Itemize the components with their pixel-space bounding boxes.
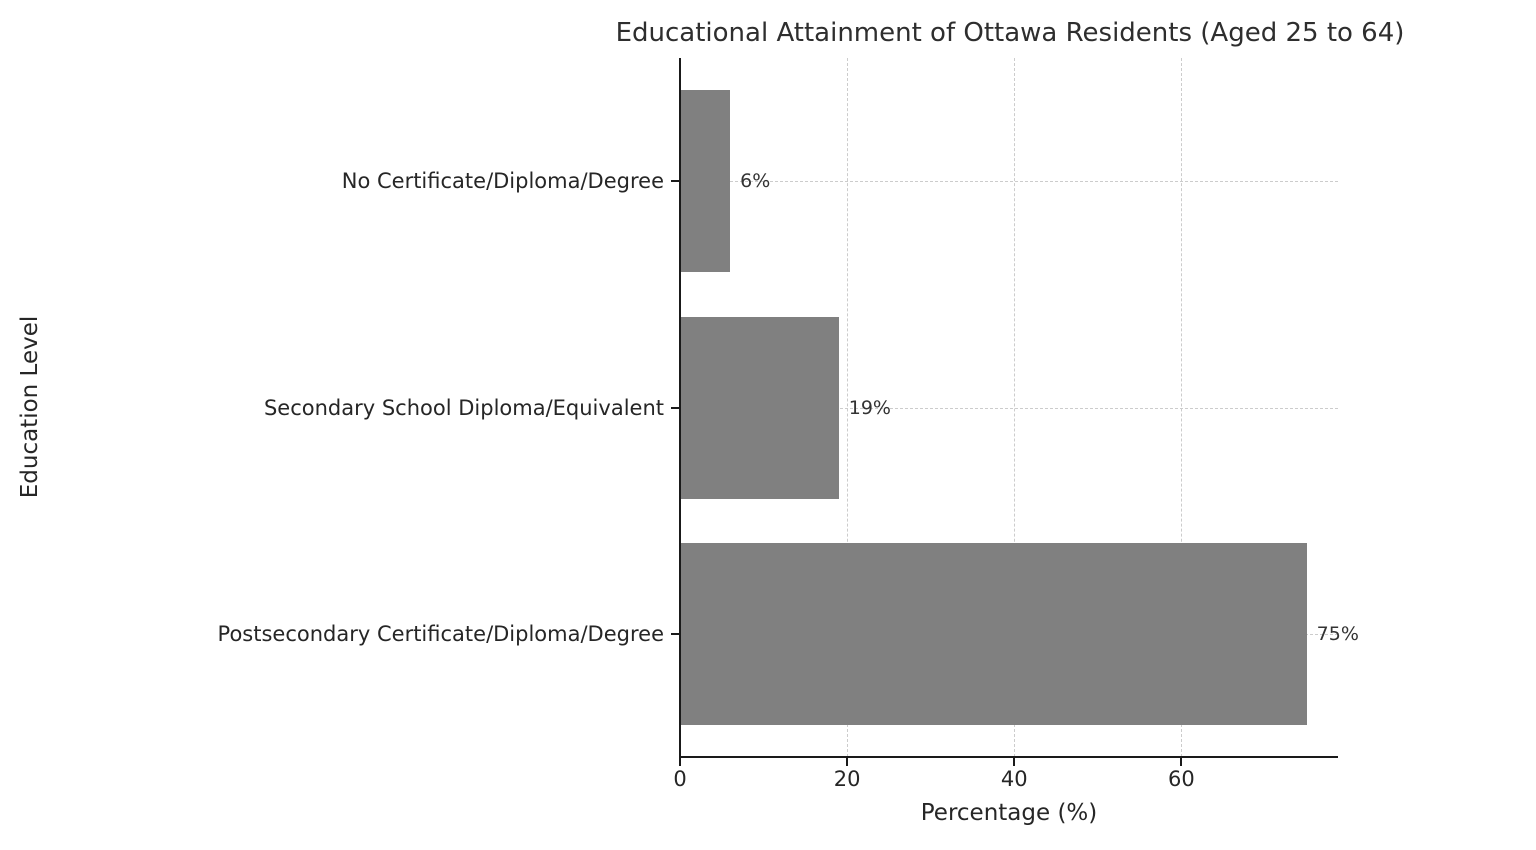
x-tick-mark	[846, 757, 849, 766]
x-tick-mark	[679, 757, 681, 766]
x-tick-label: 0	[673, 767, 687, 791]
bar-value-label: 75%	[1316, 623, 1359, 646]
x-tick-label: 40	[1000, 767, 1028, 791]
x-tick-mark	[1180, 757, 1183, 766]
y-tick-mark	[671, 179, 680, 182]
x-tick-label: 60	[1167, 767, 1195, 791]
x-axis-title: Percentage (%)	[920, 800, 1098, 826]
bar-value-label: 19%	[848, 396, 891, 419]
y-tick-label: No Certificate/Diploma/Degree	[341, 168, 664, 193]
bar	[680, 543, 1307, 726]
y-tick-mark	[671, 406, 680, 409]
x-tick-label: 20	[833, 767, 861, 791]
chart-title: Educational Attainment of Ottawa Residen…	[615, 18, 1405, 48]
bar	[680, 316, 839, 499]
bar	[680, 89, 731, 272]
bar-value-label: 6%	[740, 169, 771, 192]
gridline-horizontal	[680, 407, 1338, 409]
y-tick-label: Postsecondary Certificate/Diploma/Degree	[217, 622, 664, 647]
y-axis-spine	[679, 58, 681, 758]
x-axis-spine	[679, 756, 1338, 758]
x-tick-mark	[1013, 757, 1016, 766]
y-tick-label: Secondary School Diploma/Equivalent	[263, 395, 664, 420]
gridline-horizontal	[680, 180, 1338, 182]
y-tick-mark	[671, 633, 680, 636]
